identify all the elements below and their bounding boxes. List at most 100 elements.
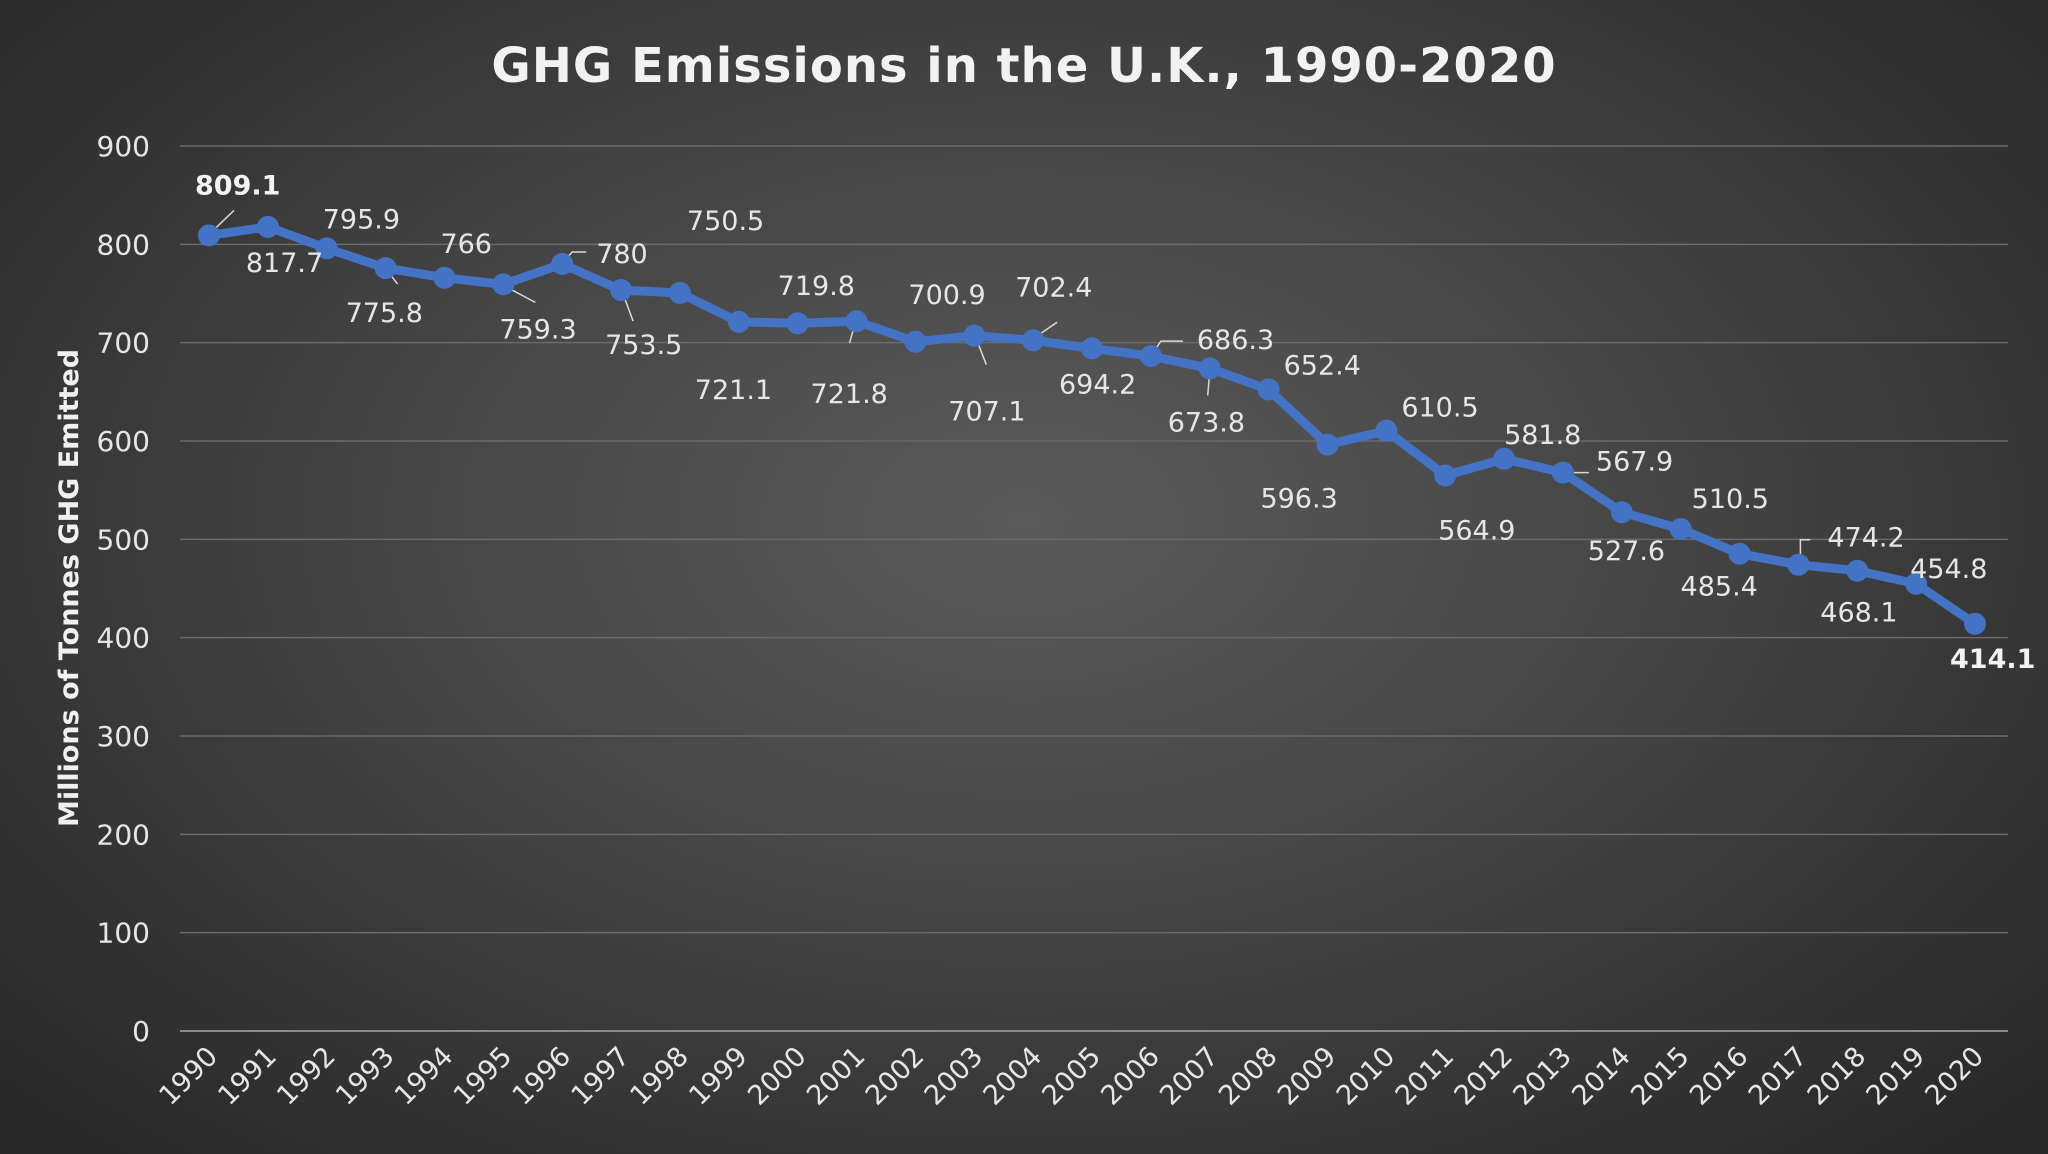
y-tick-label: 500 — [97, 523, 150, 556]
x-tick-label: 1992 — [271, 1041, 342, 1112]
data-label: 721.1 — [695, 375, 772, 406]
data-point — [1257, 378, 1280, 401]
data-label: 581.8 — [1504, 420, 1581, 451]
y-tick-label: 600 — [97, 425, 150, 458]
y-tick-label: 200 — [97, 818, 150, 851]
x-tick-label: 2020 — [1919, 1041, 1990, 1112]
data-point — [845, 310, 868, 333]
x-tick-label: 2013 — [1507, 1041, 1578, 1112]
data-point — [610, 279, 633, 302]
x-tick-label: 2019 — [1861, 1041, 1932, 1112]
data-label: 673.8 — [1168, 407, 1245, 438]
x-tick-label: 2017 — [1743, 1041, 1814, 1112]
y-axis-ticks: 0 100 200 300 400 500 600 700 800 900 — [97, 130, 150, 1048]
y-tick-label: 300 — [97, 720, 150, 753]
x-tick-label: 2001 — [801, 1041, 872, 1112]
data-label: 596.3 — [1260, 484, 1337, 515]
x-tick-label: 1998 — [624, 1041, 695, 1112]
data-point — [786, 312, 809, 335]
data-point — [963, 324, 986, 347]
data-point — [374, 257, 397, 280]
data-point — [433, 266, 456, 289]
y-tick-label: 100 — [97, 917, 150, 950]
data-label: 719.8 — [778, 271, 855, 302]
data-point — [1669, 518, 1692, 541]
data-label: 694.2 — [1059, 369, 1136, 400]
data-label: 759.3 — [499, 314, 576, 345]
y-tick-label: 700 — [97, 327, 150, 360]
data-label: 707.1 — [948, 397, 1025, 428]
data-label: 753.5 — [605, 330, 682, 361]
x-tick-label: 1993 — [330, 1041, 401, 1112]
data-point — [1375, 419, 1398, 442]
data-label: 750.5 — [687, 206, 764, 237]
data-label: 652.4 — [1284, 350, 1361, 381]
data-point — [904, 330, 927, 353]
data-point — [1022, 329, 1045, 352]
x-tick-label: 2007 — [1154, 1041, 1225, 1112]
data-label: 610.5 — [1401, 393, 1478, 424]
y-axis-label: Millions of Tonnes GHG Emitted — [54, 349, 85, 827]
x-tick-label: 1996 — [507, 1041, 578, 1112]
y-tick-label: 0 — [132, 1015, 150, 1048]
data-label: 468.1 — [1820, 598, 1897, 629]
data-label: 775.8 — [346, 298, 423, 329]
gridlines — [180, 145, 2008, 1032]
data-label: 809.1 — [195, 170, 280, 201]
x-tick-label: 2002 — [860, 1041, 931, 1112]
y-tick-label: 800 — [97, 228, 150, 261]
data-point — [1787, 553, 1810, 576]
x-tick-label: 1995 — [448, 1041, 519, 1112]
data-point — [1846, 559, 1869, 582]
data-label: 527.6 — [1588, 536, 1665, 567]
x-tick-label: 1997 — [566, 1041, 637, 1112]
x-tick-label: 2000 — [742, 1041, 813, 1112]
data-point — [1728, 542, 1751, 565]
x-tick-label: 2016 — [1684, 1041, 1755, 1112]
x-tick-label: 1990 — [153, 1041, 224, 1112]
data-point — [1139, 345, 1162, 368]
data-label: 700.9 — [908, 280, 985, 311]
series-markers — [198, 215, 1986, 635]
data-label: 454.8 — [1910, 554, 1987, 585]
x-tick-label: 2009 — [1272, 1041, 1343, 1112]
data-point — [727, 310, 750, 333]
x-tick-label: 2005 — [1036, 1041, 1107, 1112]
x-tick-label: 2011 — [1390, 1041, 1461, 1112]
data-label: 795.9 — [323, 204, 400, 235]
label-leader-lines — [210, 209, 1811, 562]
data-label: 510.5 — [1692, 484, 1769, 515]
data-point — [668, 282, 691, 305]
x-tick-label: 2006 — [1095, 1041, 1166, 1112]
data-point — [551, 253, 574, 275]
data-point — [198, 224, 220, 247]
y-tick-label: 400 — [97, 622, 150, 655]
data-point — [1316, 433, 1339, 456]
data-label: 780 — [596, 239, 648, 270]
x-tick-label: 2008 — [1213, 1041, 1284, 1112]
x-tick-label: 2018 — [1802, 1041, 1873, 1112]
chart-title: GHG Emissions in the U.K., 1990-2020 — [491, 38, 1556, 94]
data-label: 564.9 — [1438, 516, 1515, 547]
x-tick-label: 2010 — [1331, 1041, 1402, 1112]
data-label: 414.1 — [1950, 644, 2035, 675]
data-point — [1198, 357, 1221, 380]
data-point — [492, 273, 515, 296]
x-tick-label: 2004 — [978, 1041, 1049, 1112]
data-point — [1905, 572, 1928, 595]
data-label: 485.4 — [1681, 572, 1758, 603]
x-tick-label: 2003 — [919, 1041, 990, 1112]
data-point — [1610, 501, 1633, 524]
data-point — [1493, 447, 1516, 470]
data-point — [1551, 461, 1574, 484]
data-label: 817.7 — [246, 248, 323, 279]
x-tick-label: 2014 — [1566, 1041, 1637, 1112]
data-point — [1081, 337, 1103, 360]
data-label: 567.9 — [1596, 447, 1673, 478]
data-point — [1434, 464, 1457, 487]
data-label: 702.4 — [1015, 272, 1092, 303]
x-tick-label: 2015 — [1625, 1041, 1696, 1112]
x-tick-label: 1991 — [212, 1041, 283, 1112]
data-point — [256, 215, 279, 238]
